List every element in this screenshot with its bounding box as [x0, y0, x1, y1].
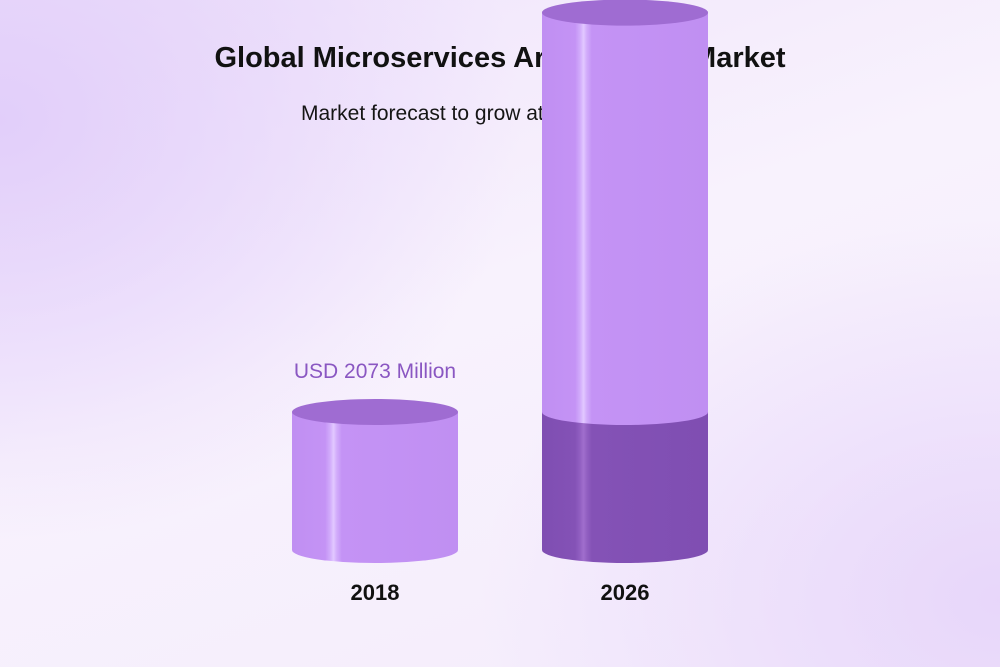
- labels-group: USD 2073 Million2018USD 8073 Million2026: [294, 360, 650, 605]
- bar-2026-upper-segment: [542, 12, 708, 425]
- data-label-2018: USD 2073 Million: [294, 360, 456, 383]
- category-label-2026: 2026: [601, 580, 650, 605]
- bars-group: [292, 0, 708, 563]
- category-label-2018: 2018: [351, 580, 400, 605]
- bar-2018-top: [292, 399, 458, 425]
- bar-2018: [292, 412, 458, 563]
- bar-2026-top: [542, 0, 708, 26]
- bar-2026-lower-segment: [542, 412, 708, 563]
